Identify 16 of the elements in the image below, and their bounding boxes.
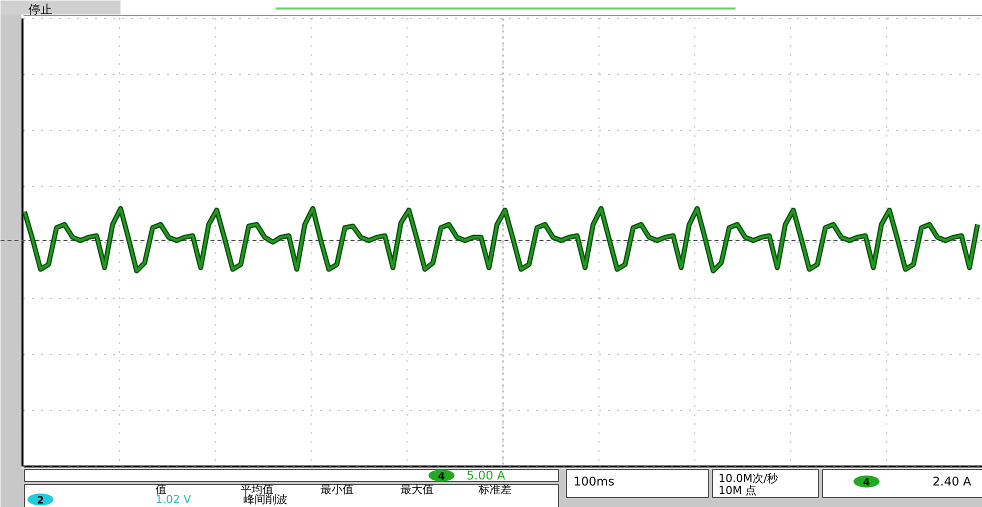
text: 4: [863, 478, 870, 488]
text: 1.02 V: [156, 493, 192, 506]
text: 100ms: [574, 474, 614, 488]
text: 10M 点: [718, 484, 756, 497]
text: 10.0M次/秒: [718, 472, 778, 485]
text: 平均值: [240, 483, 274, 496]
text: 标准差: [478, 483, 512, 496]
text: 4: [438, 472, 446, 482]
text: 2.40 A: [932, 474, 972, 488]
text: 最大值: [400, 483, 434, 496]
text: 2: [37, 496, 44, 506]
text: 峰间削波: [244, 493, 288, 506]
text: 值: [156, 483, 166, 496]
text: 停止: [28, 2, 52, 16]
text: 最小值: [320, 483, 354, 496]
text: 5.00 A: [466, 468, 506, 482]
